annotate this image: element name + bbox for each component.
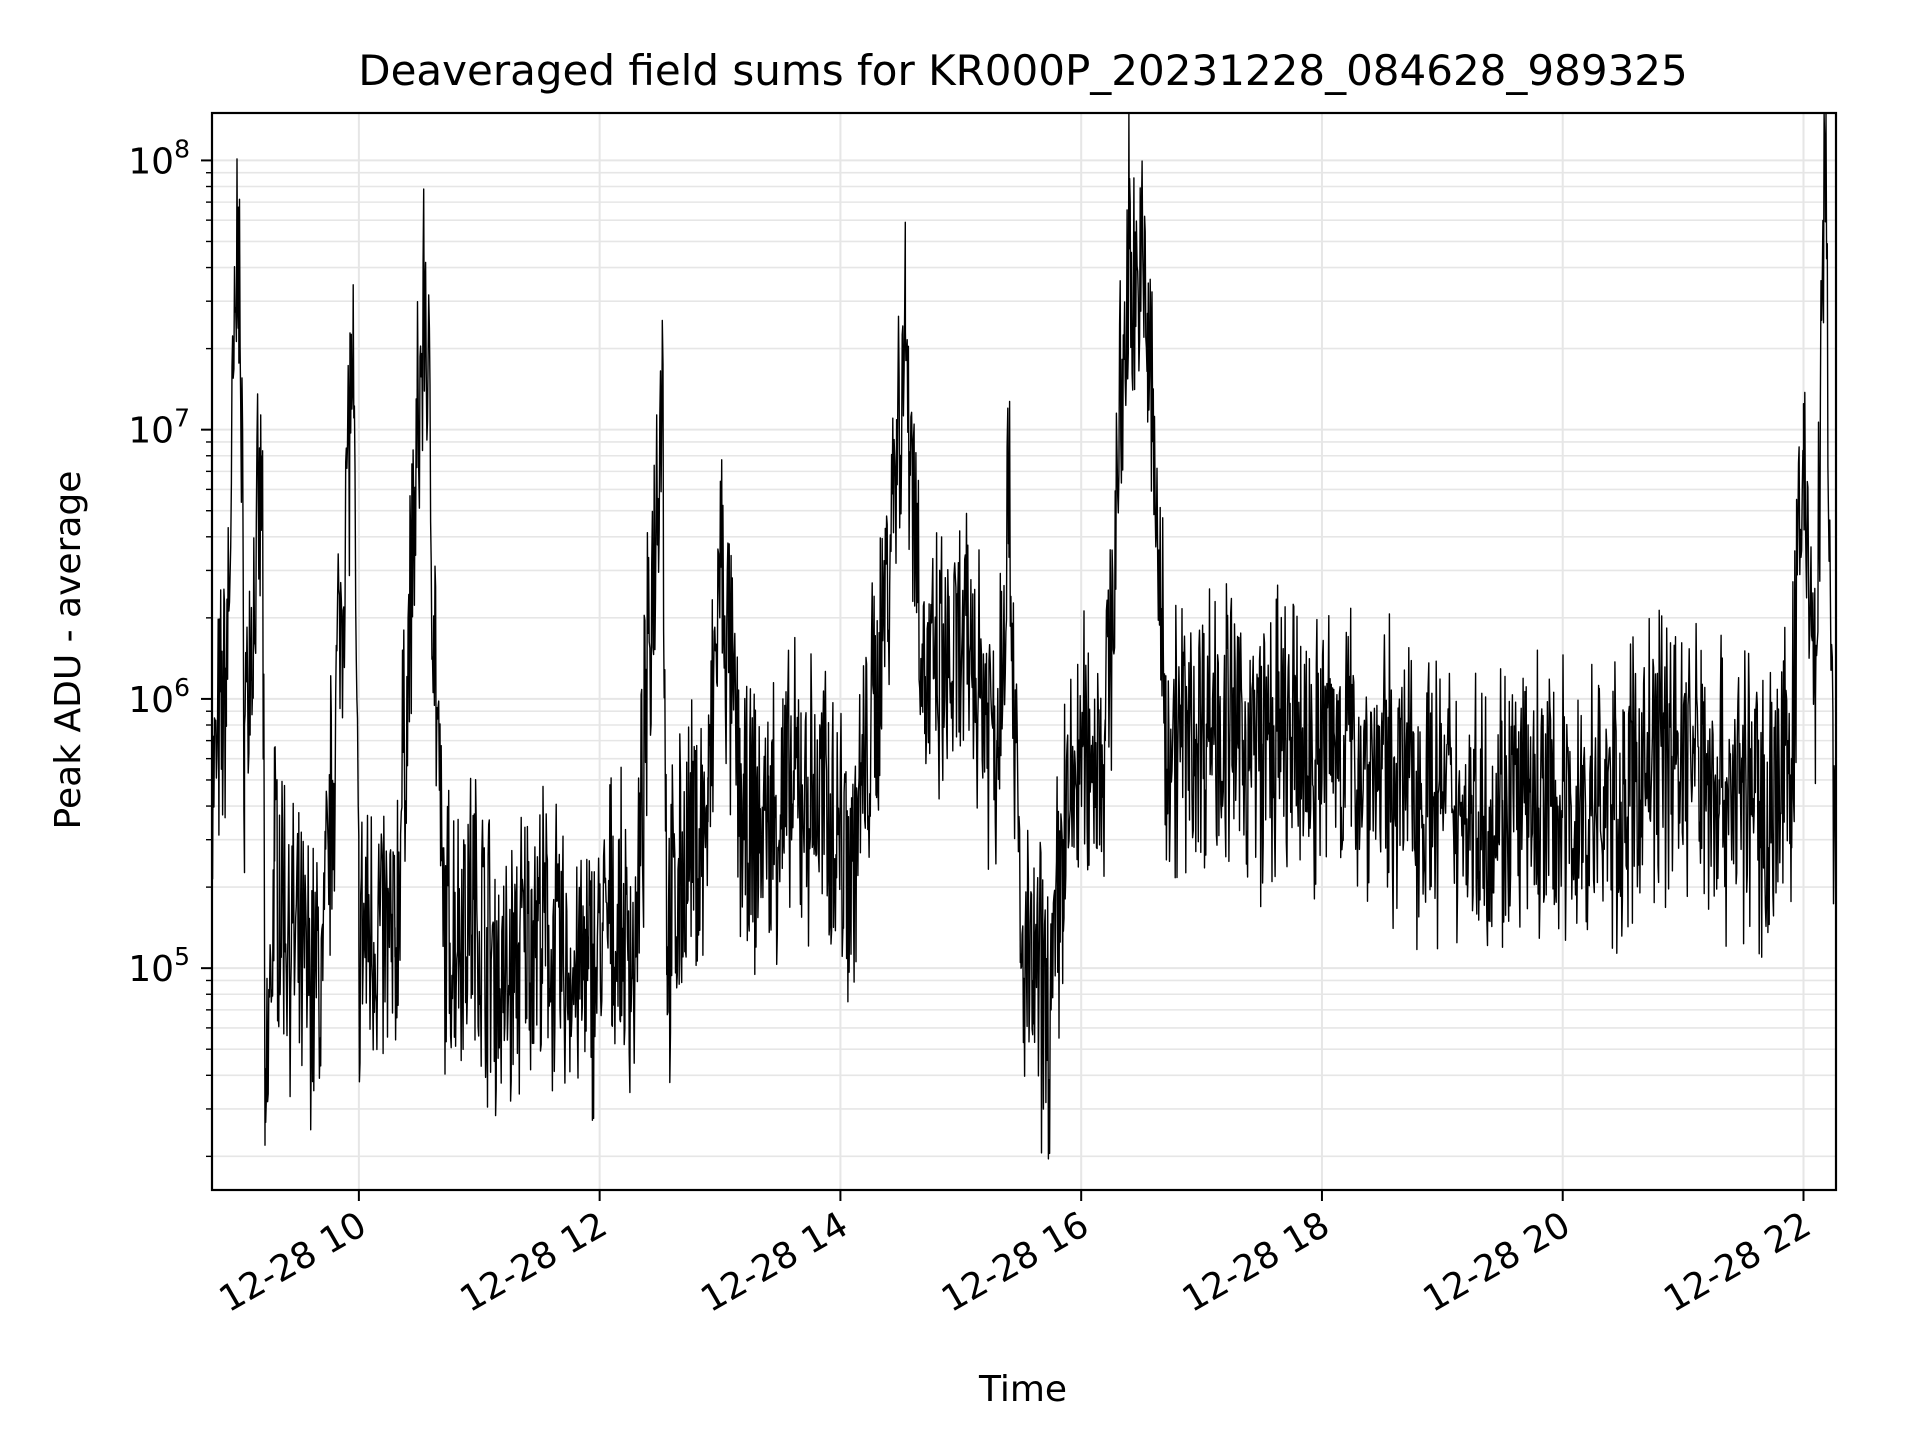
y-tick-label: 107 (128, 404, 190, 452)
y-axis: 105 106 107 108 (128, 134, 212, 1158)
y-tick-label: 105 (128, 942, 190, 990)
y-tick-label: 106 (128, 673, 190, 721)
series-layer (211, 112, 1837, 1160)
y-tick-label: 108 (128, 134, 190, 182)
chart-title: Deaveraged field sums for KR000P_2023122… (358, 46, 1688, 95)
series-line (211, 112, 1837, 1160)
y-axis-label: Peak ADU - average (48, 471, 89, 830)
plot-frame (210, 111, 1838, 1192)
x-axis-label: Time (978, 1369, 1067, 1410)
